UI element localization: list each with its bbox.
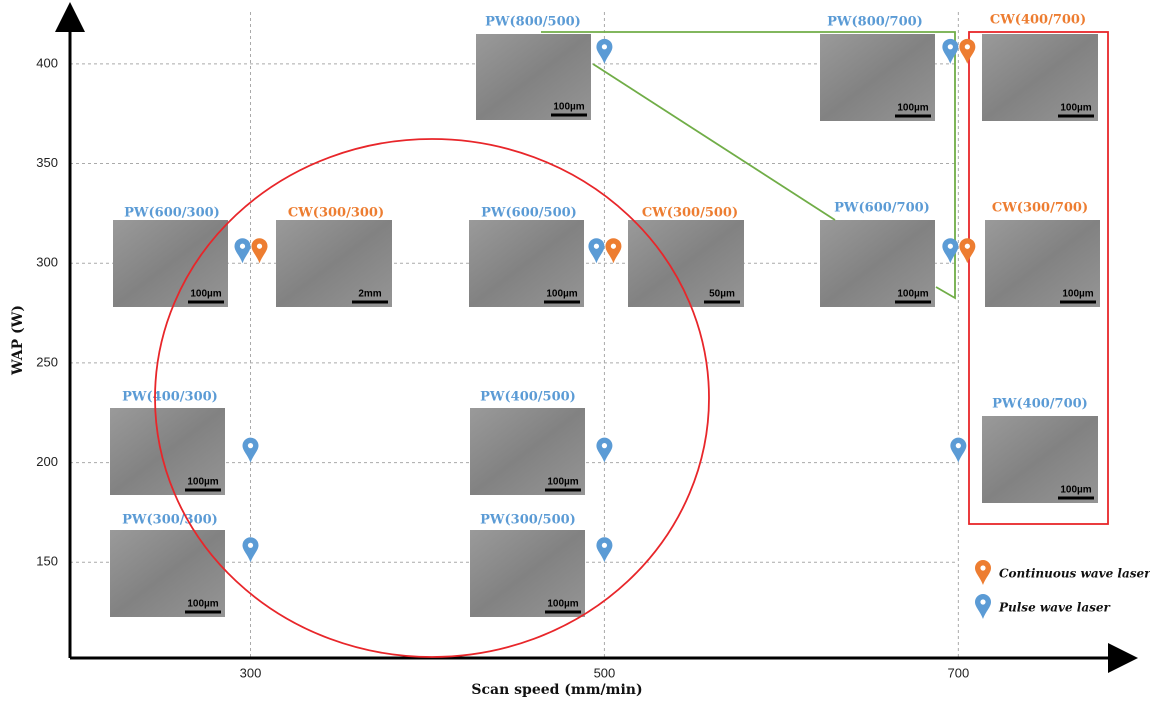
marker-dot: [965, 244, 970, 249]
scale-label: 100µm: [190, 289, 221, 300]
marker-dot: [611, 244, 616, 249]
panel-label: PW(400/300): [122, 390, 218, 405]
legend-marker: [975, 560, 991, 585]
marker-dot: [240, 244, 245, 249]
scale-label: 100µm: [187, 477, 218, 488]
panel-label: PW(600/700): [834, 201, 930, 216]
panel-label: PW(600/500): [481, 206, 577, 221]
panel-label: PW(400/700): [992, 397, 1088, 412]
highlight-circle: [155, 139, 709, 657]
marker: [959, 238, 975, 263]
y-tick-label: 300: [36, 255, 58, 270]
panel-label: PW(300/300): [122, 513, 218, 528]
marker-dot: [257, 244, 262, 249]
marker: [959, 39, 975, 64]
marker-dot: [965, 44, 970, 49]
marks: Continuous wave laser Pulse wave laser: [235, 39, 1150, 619]
panel-label: PW(600/300): [124, 206, 220, 221]
scale-label: 100µm: [547, 599, 578, 610]
panel-label: PW(800/500): [485, 15, 581, 30]
x-tick-label: 700: [947, 665, 969, 680]
scale-label: 100µm: [897, 103, 928, 114]
marker-dot: [980, 565, 985, 570]
scale-label: 100µm: [547, 477, 578, 488]
y-tick-label: 250: [36, 354, 58, 369]
scale-label: 2mm: [358, 289, 381, 300]
scale-label: 100µm: [187, 599, 218, 610]
panel-label: PW(300/500): [480, 513, 576, 528]
marker: [235, 238, 251, 263]
legend-label: Continuous wave laser: [999, 567, 1150, 581]
marker: [605, 238, 621, 263]
marker: [243, 438, 259, 463]
scale-label: 100µm: [546, 289, 577, 300]
scale-label: 50µm: [709, 289, 735, 300]
y-tick-label: 200: [36, 454, 58, 469]
panel-label: PW(800/700): [827, 15, 923, 30]
panel-label: CW(400/700): [990, 13, 1086, 28]
marker-dot: [594, 244, 599, 249]
scale-label: 100µm: [897, 289, 928, 300]
marker-dot: [602, 44, 607, 49]
scale-label: 100µm: [1062, 289, 1093, 300]
panel-label: PW(400/500): [480, 390, 576, 405]
legend-marker: [975, 594, 991, 619]
panels: PW(800/500) 100µm PW(800/700) 100µm CW(400/7…: [110, 13, 1100, 618]
panel-label: CW(300/700): [992, 201, 1088, 216]
scale-label: 100µm: [1060, 103, 1091, 114]
marker-dot: [248, 443, 253, 448]
marker-dot: [980, 599, 985, 604]
marker-dot: [948, 44, 953, 49]
y-axis-title: WAP (W): [10, 305, 26, 376]
marker: [252, 238, 268, 263]
marker-dot: [956, 443, 961, 448]
marker: [596, 537, 612, 562]
marker: [243, 537, 259, 562]
y-tick-label: 150: [36, 554, 58, 569]
scale-label: 100µm: [1060, 485, 1091, 496]
link-line: [593, 64, 835, 220]
legend-label: Pulse wave laser: [998, 601, 1111, 615]
marker-dot: [602, 543, 607, 548]
marker: [942, 39, 958, 64]
marker: [596, 438, 612, 463]
marker: [588, 238, 604, 263]
marker: [942, 238, 958, 263]
x-tick-label: 300: [240, 665, 262, 680]
marker: [950, 438, 966, 463]
x-tick-label: 500: [594, 665, 616, 680]
marker-dot: [248, 543, 253, 548]
scale-label: 100µm: [553, 102, 584, 113]
y-tick-label: 400: [36, 55, 58, 70]
marker-dot: [602, 443, 607, 448]
x-axis-title: Scan speed (mm/min): [471, 682, 642, 698]
panel-label: CW(300/500): [642, 206, 738, 221]
y-tick-label: 350: [36, 155, 58, 170]
chart: 300 500 700 150 200 250 300 350 400 PW(800/500) 1…: [0, 0, 1150, 706]
panel-label: CW(300/300): [288, 206, 384, 221]
marker-dot: [948, 244, 953, 249]
marker: [596, 39, 612, 64]
